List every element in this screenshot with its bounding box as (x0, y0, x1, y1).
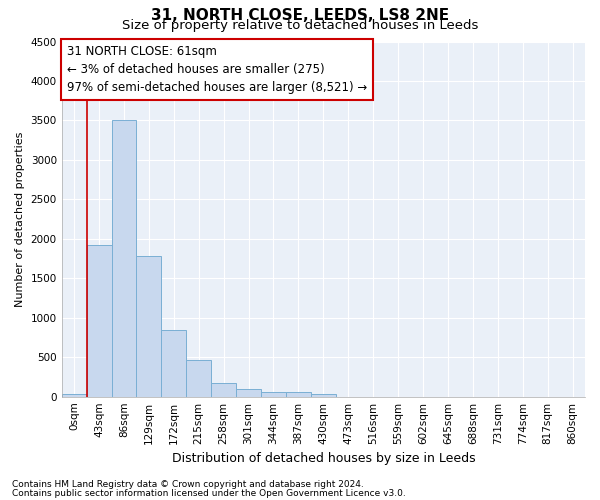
Y-axis label: Number of detached properties: Number of detached properties (15, 132, 25, 307)
X-axis label: Distribution of detached houses by size in Leeds: Distribution of detached houses by size … (172, 452, 475, 465)
Bar (186, 360, 211, 396)
Bar (311, 394, 336, 396)
Text: 31, NORTH CLOSE, LEEDS, LS8 2NE: 31, NORTH CLOSE, LEEDS, LS8 2NE (151, 8, 449, 22)
Bar (161, 330, 186, 396)
Bar (62, 394, 86, 396)
Bar (261, 392, 286, 396)
Text: Size of property relative to detached houses in Leeds: Size of property relative to detached ho… (122, 19, 478, 32)
Bar (112, 120, 136, 396)
Text: Contains HM Land Registry data © Crown copyright and database right 2024.: Contains HM Land Registry data © Crown c… (12, 480, 364, 489)
Bar (236, 389, 261, 396)
Bar (286, 392, 311, 396)
Text: Contains public sector information licensed under the Open Government Licence v3: Contains public sector information licen… (12, 488, 406, 498)
Bar (136, 256, 161, 396)
Bar (211, 384, 236, 396)
Bar (86, 245, 112, 396)
Text: 31 NORTH CLOSE: 61sqm
← 3% of detached houses are smaller (275)
97% of semi-deta: 31 NORTH CLOSE: 61sqm ← 3% of detached h… (67, 45, 367, 94)
